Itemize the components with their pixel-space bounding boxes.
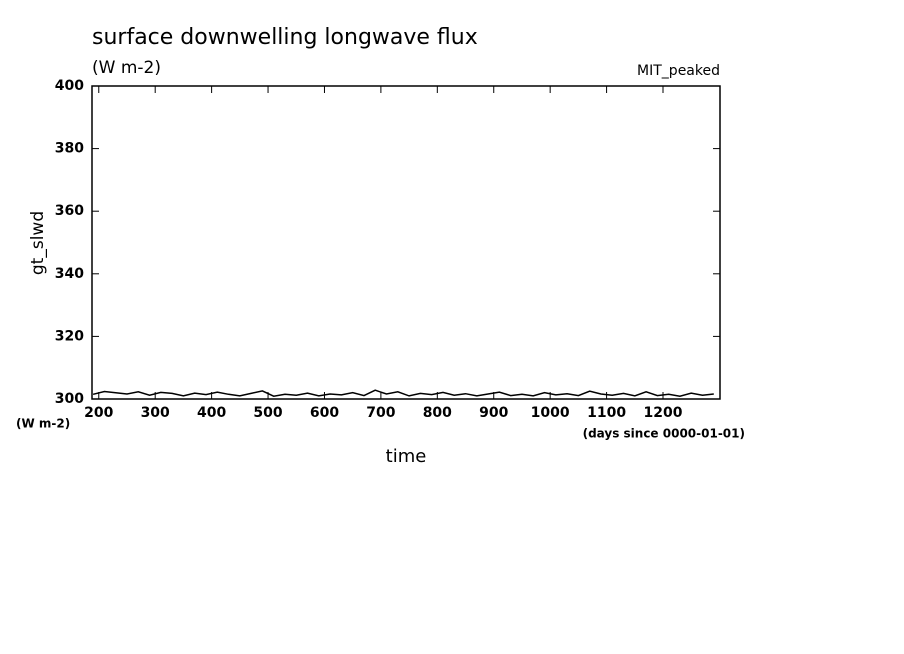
x-tick-label: 200 [84, 405, 113, 421]
x-tick-label: 300 [141, 405, 170, 421]
x-tick-label: 1100 [587, 405, 626, 421]
x-axis-label: time [386, 446, 427, 467]
x-tick-label: 700 [366, 405, 395, 421]
chart-subtitle: (W m-2) [92, 58, 161, 78]
x-tick-label: 800 [423, 405, 452, 421]
y-unit: (W m-2) [16, 417, 70, 431]
x-unit: (days since 0000-01-01) [583, 427, 745, 441]
y-tick-label: 340 [55, 266, 84, 282]
x-tick-label: 1000 [531, 405, 570, 421]
y-tick-label: 360 [55, 203, 84, 219]
plot-frame [91, 85, 721, 400]
chart-title: surface downwelling longwave flux [92, 25, 478, 50]
x-tick-label: 1200 [644, 405, 683, 421]
x-tick-label: 900 [479, 405, 508, 421]
x-tick-label: 400 [197, 405, 226, 421]
data-line [92, 389, 714, 397]
y-tick-label: 300 [55, 391, 84, 407]
y-tick-label: 320 [55, 328, 84, 344]
y-tick-label: 380 [55, 141, 84, 157]
annotation: MIT_peaked [637, 63, 720, 79]
y-axis-label: gt_slwd [28, 211, 48, 275]
x-tick-label: 500 [253, 405, 282, 421]
x-tick-label: 600 [310, 405, 339, 421]
y-tick-label: 400 [55, 78, 84, 94]
